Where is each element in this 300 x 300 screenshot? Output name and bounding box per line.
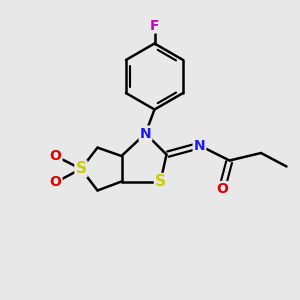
Text: O: O <box>216 182 228 196</box>
Text: O: O <box>50 176 61 189</box>
Text: N: N <box>194 139 205 152</box>
Text: O: O <box>50 149 61 163</box>
Text: S: S <box>76 161 86 176</box>
Text: F: F <box>150 19 159 32</box>
Text: S: S <box>155 174 166 189</box>
Text: N: N <box>140 127 151 140</box>
